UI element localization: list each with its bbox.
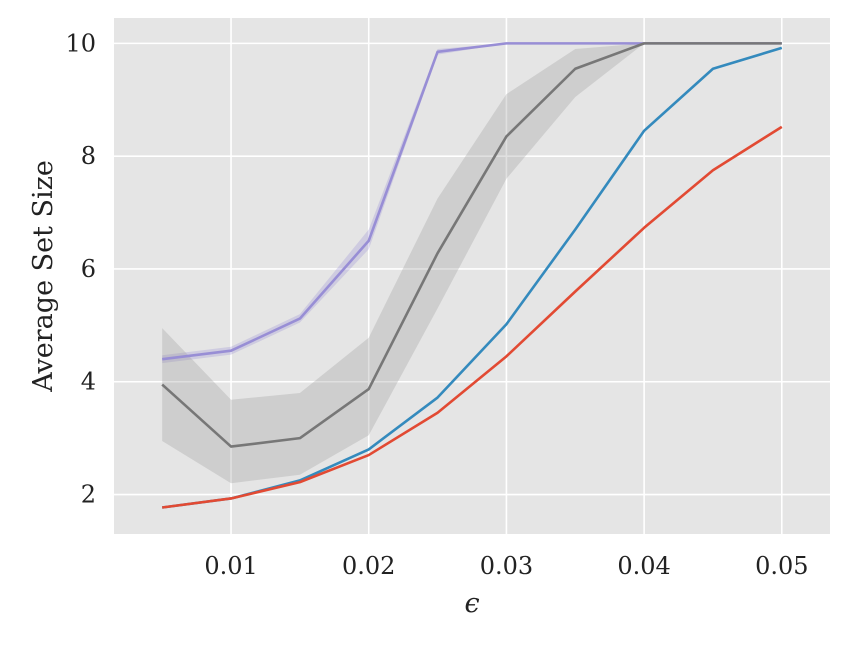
plot-area <box>114 18 830 534</box>
y-axis-label: Average Set Size <box>28 160 59 393</box>
x-tick-label: 0.05 <box>755 552 808 580</box>
series-3-line <box>162 125 783 509</box>
y-tick-label: 2 <box>81 481 96 509</box>
x-tick-labels: 0.01 0.02 0.03 0.04 0.05 <box>204 552 808 580</box>
y-tick-labels: 2 4 6 8 10 <box>65 29 96 508</box>
x-tick-label: 0.03 <box>480 552 533 580</box>
series-1-line <box>161 42 782 448</box>
x-axis-label: ϵ <box>464 588 479 619</box>
x-tick-label: 0.04 <box>617 552 670 580</box>
y-tick-label: 8 <box>81 142 96 170</box>
series-lines <box>161 42 783 509</box>
y-tick-label: 6 <box>81 255 96 283</box>
y-tick-label: 10 <box>65 29 96 57</box>
y-tick-label: 4 <box>81 368 96 396</box>
x-tick-label: 0.02 <box>342 552 395 580</box>
x-tick-label: 0.01 <box>204 552 257 580</box>
